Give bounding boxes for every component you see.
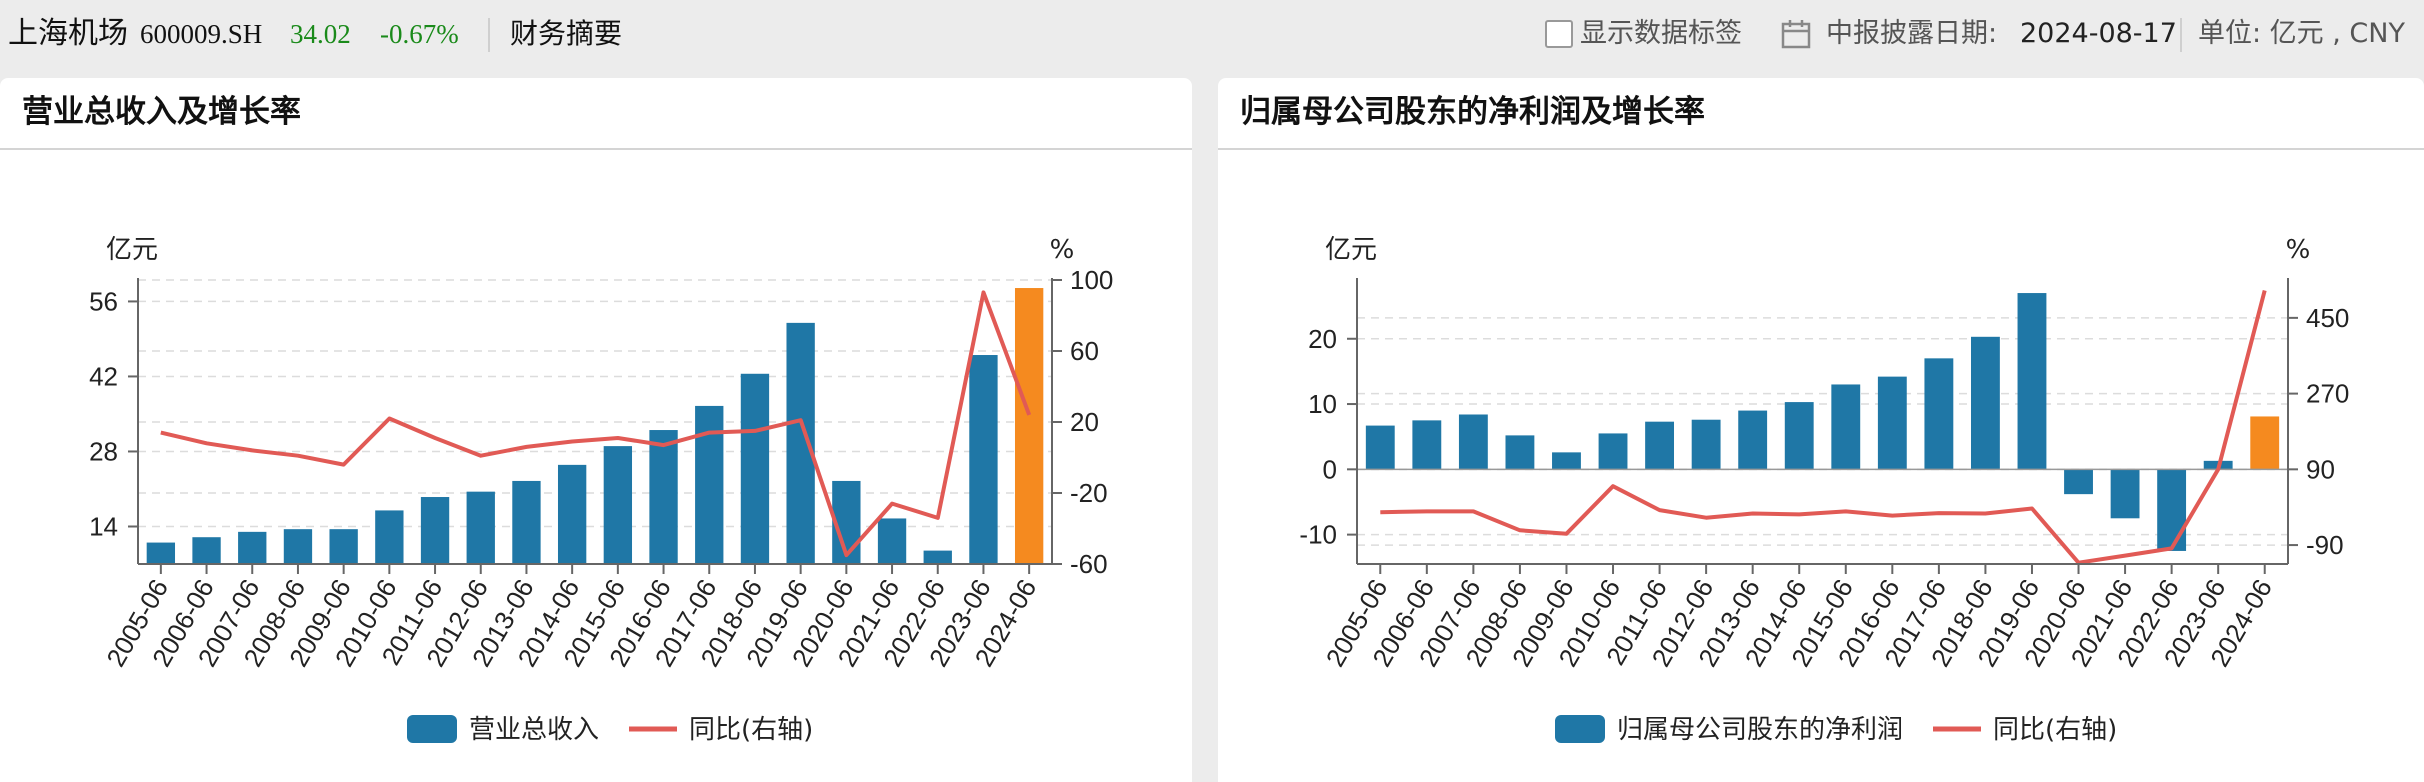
chart-bar <box>695 405 724 564</box>
chart-bar <box>2157 469 2187 551</box>
y-tick-label: 0 <box>1323 454 1337 484</box>
divider <box>2180 18 2182 52</box>
chart-bar <box>146 542 176 564</box>
chart-bar <box>1691 419 1721 470</box>
chart-bar <box>2250 416 2280 470</box>
y-tick-label: 42 <box>89 361 118 391</box>
chart-bar <box>2017 293 2047 470</box>
stock-code: 600009.SH <box>140 19 263 49</box>
chart-title: 营业总收入及增长率 <box>22 94 301 130</box>
y2-tick-label: -90 <box>2306 530 2344 560</box>
chart-bar <box>1552 452 1581 470</box>
chart-bar <box>1784 402 1814 470</box>
chart-bar <box>2110 469 2140 519</box>
chart-bar <box>1645 421 1675 470</box>
legend-bar-swatch <box>1555 715 1605 743</box>
chart-bar <box>969 355 998 564</box>
chart-bar <box>923 550 952 564</box>
y2-tick-label: 450 <box>2306 303 2349 333</box>
chart-bar <box>375 510 404 564</box>
y2-tick-label: 90 <box>2306 454 2335 484</box>
y2-tick-label: 20 <box>1070 407 1099 437</box>
chart-title: 归属母公司股东的净利润及增长率 <box>1240 94 1705 130</box>
chart-bar <box>649 430 678 564</box>
y-tick-label: 28 <box>89 436 118 466</box>
y2-tick-label: 60 <box>1070 336 1099 366</box>
chart-bar <box>512 480 541 564</box>
top-bar: 上海机场 600009.SH 34.02 -0.67% 财务摘要 显示数据标签 … <box>0 0 2424 70</box>
legend-bar-swatch <box>407 715 457 743</box>
chart-bar <box>1014 288 1044 564</box>
chart-bar <box>2064 469 2093 495</box>
chart-bar <box>1738 410 1768 470</box>
chart-bar <box>603 446 633 564</box>
chart-bar <box>1831 384 1861 470</box>
growth-line <box>1380 289 2267 565</box>
chart-bar <box>1412 420 1442 470</box>
y-tick-label: 56 <box>89 286 118 316</box>
growth-line <box>160 290 1032 558</box>
y2-tick-label: -60 <box>1070 549 1108 579</box>
tab-financial-summary[interactable]: 财务摘要 <box>510 17 623 50</box>
revenue-panel: 营业总收入及增长率 14 28 42 56 -60 -20 20 60 100 亿元% 2005-0… <box>0 78 1192 782</box>
y2-tick-label: 270 <box>2306 379 2349 409</box>
chart-bar <box>1365 425 1395 470</box>
y2-tick-label: -20 <box>1070 478 1108 508</box>
y-axis-label: 亿元 <box>1325 235 1377 265</box>
stock-change: -0.67% <box>380 19 459 49</box>
y-tick-label: -10 <box>1299 520 1337 550</box>
chart-bar <box>877 518 907 564</box>
chart-bar <box>1598 433 1628 470</box>
net-profit-panel: 归属母公司股东的净利润及增长率 -10 0 10 20 -90 90 270 450 亿元% 20… <box>1218 78 2424 782</box>
show-labels-label[interactable]: 显示数据标签 <box>1580 18 1742 49</box>
calendar-icon <box>1781 20 1811 49</box>
panel-header: 营业总收入及增长率 <box>0 78 1192 150</box>
chart-bar <box>238 531 267 564</box>
chart-bar <box>1505 435 1535 470</box>
y2-tick-label: 100 <box>1070 265 1113 295</box>
report-date-label: 中报披露日期: <box>1826 18 1998 49</box>
chart-bar <box>1458 414 1488 470</box>
y-tick-label: 14 <box>89 511 118 541</box>
chart-bar <box>557 464 587 564</box>
chart-bar <box>466 491 495 564</box>
y-tick-label: 20 <box>1308 324 1337 354</box>
chart-bar <box>740 373 770 564</box>
y-tick-label: 10 <box>1308 389 1337 419</box>
legend-line-label: 同比(右轴) <box>1993 715 2117 745</box>
chart-bar <box>192 537 221 564</box>
stock-price: 34.02 <box>290 19 351 49</box>
y2-axis-label: % <box>2286 235 2311 265</box>
panel-header: 归属母公司股东的净利润及增长率 <box>1218 78 2424 150</box>
chart-bar <box>1924 358 1954 470</box>
legend-bar-label: 归属母公司股东的净利润 <box>1617 715 1903 745</box>
legend-line-label: 同比(右轴) <box>689 715 813 745</box>
y-axis-label: 亿元 <box>106 235 158 265</box>
y2-axis-label: % <box>1050 235 1075 265</box>
chart-bar <box>420 497 450 564</box>
chart-bar <box>329 529 358 564</box>
chart-bar <box>283 529 313 564</box>
show-labels-checkbox[interactable] <box>1545 20 1573 48</box>
chart-bar <box>1970 336 2000 470</box>
report-date: 2024-08-17 <box>2020 18 2177 49</box>
chart-bar <box>1877 376 1907 470</box>
unit-label: 单位: 亿元 , CNY <box>2198 18 2405 49</box>
legend-bar-label: 营业总收入 <box>469 715 599 745</box>
stock-name: 上海机场 <box>8 16 128 51</box>
divider <box>488 18 490 52</box>
